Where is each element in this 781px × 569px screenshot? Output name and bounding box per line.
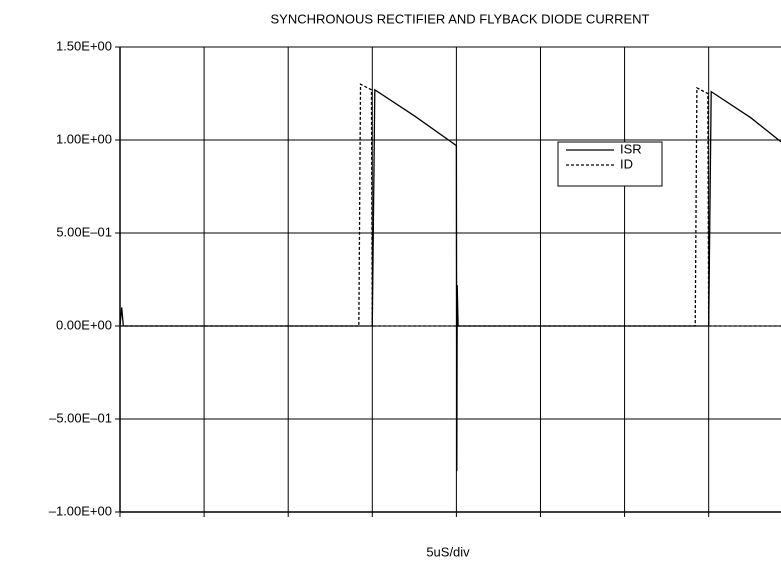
series-line bbox=[119, 88, 781, 472]
y-tick-label: 1.00E+00 bbox=[56, 131, 112, 146]
y-tick-label: 5.00E–01 bbox=[56, 224, 112, 239]
x-axis-label: 5uS/div bbox=[426, 544, 470, 559]
chart-title: SYNCHRONOUS RECTIFIER AND FLYBACK DIODE … bbox=[271, 11, 650, 26]
y-tick-label: –1.00E+00 bbox=[49, 503, 112, 518]
legend-box bbox=[557, 141, 663, 187]
legend-label: ID bbox=[620, 156, 633, 171]
y-tick-label: –5.00E–01 bbox=[49, 410, 112, 425]
series-line bbox=[120, 83, 781, 327]
y-tick-label: 0.00E+00 bbox=[56, 317, 112, 332]
y-tick-label: 1.50E+00 bbox=[56, 38, 112, 53]
legend-label: ISR bbox=[620, 141, 642, 156]
